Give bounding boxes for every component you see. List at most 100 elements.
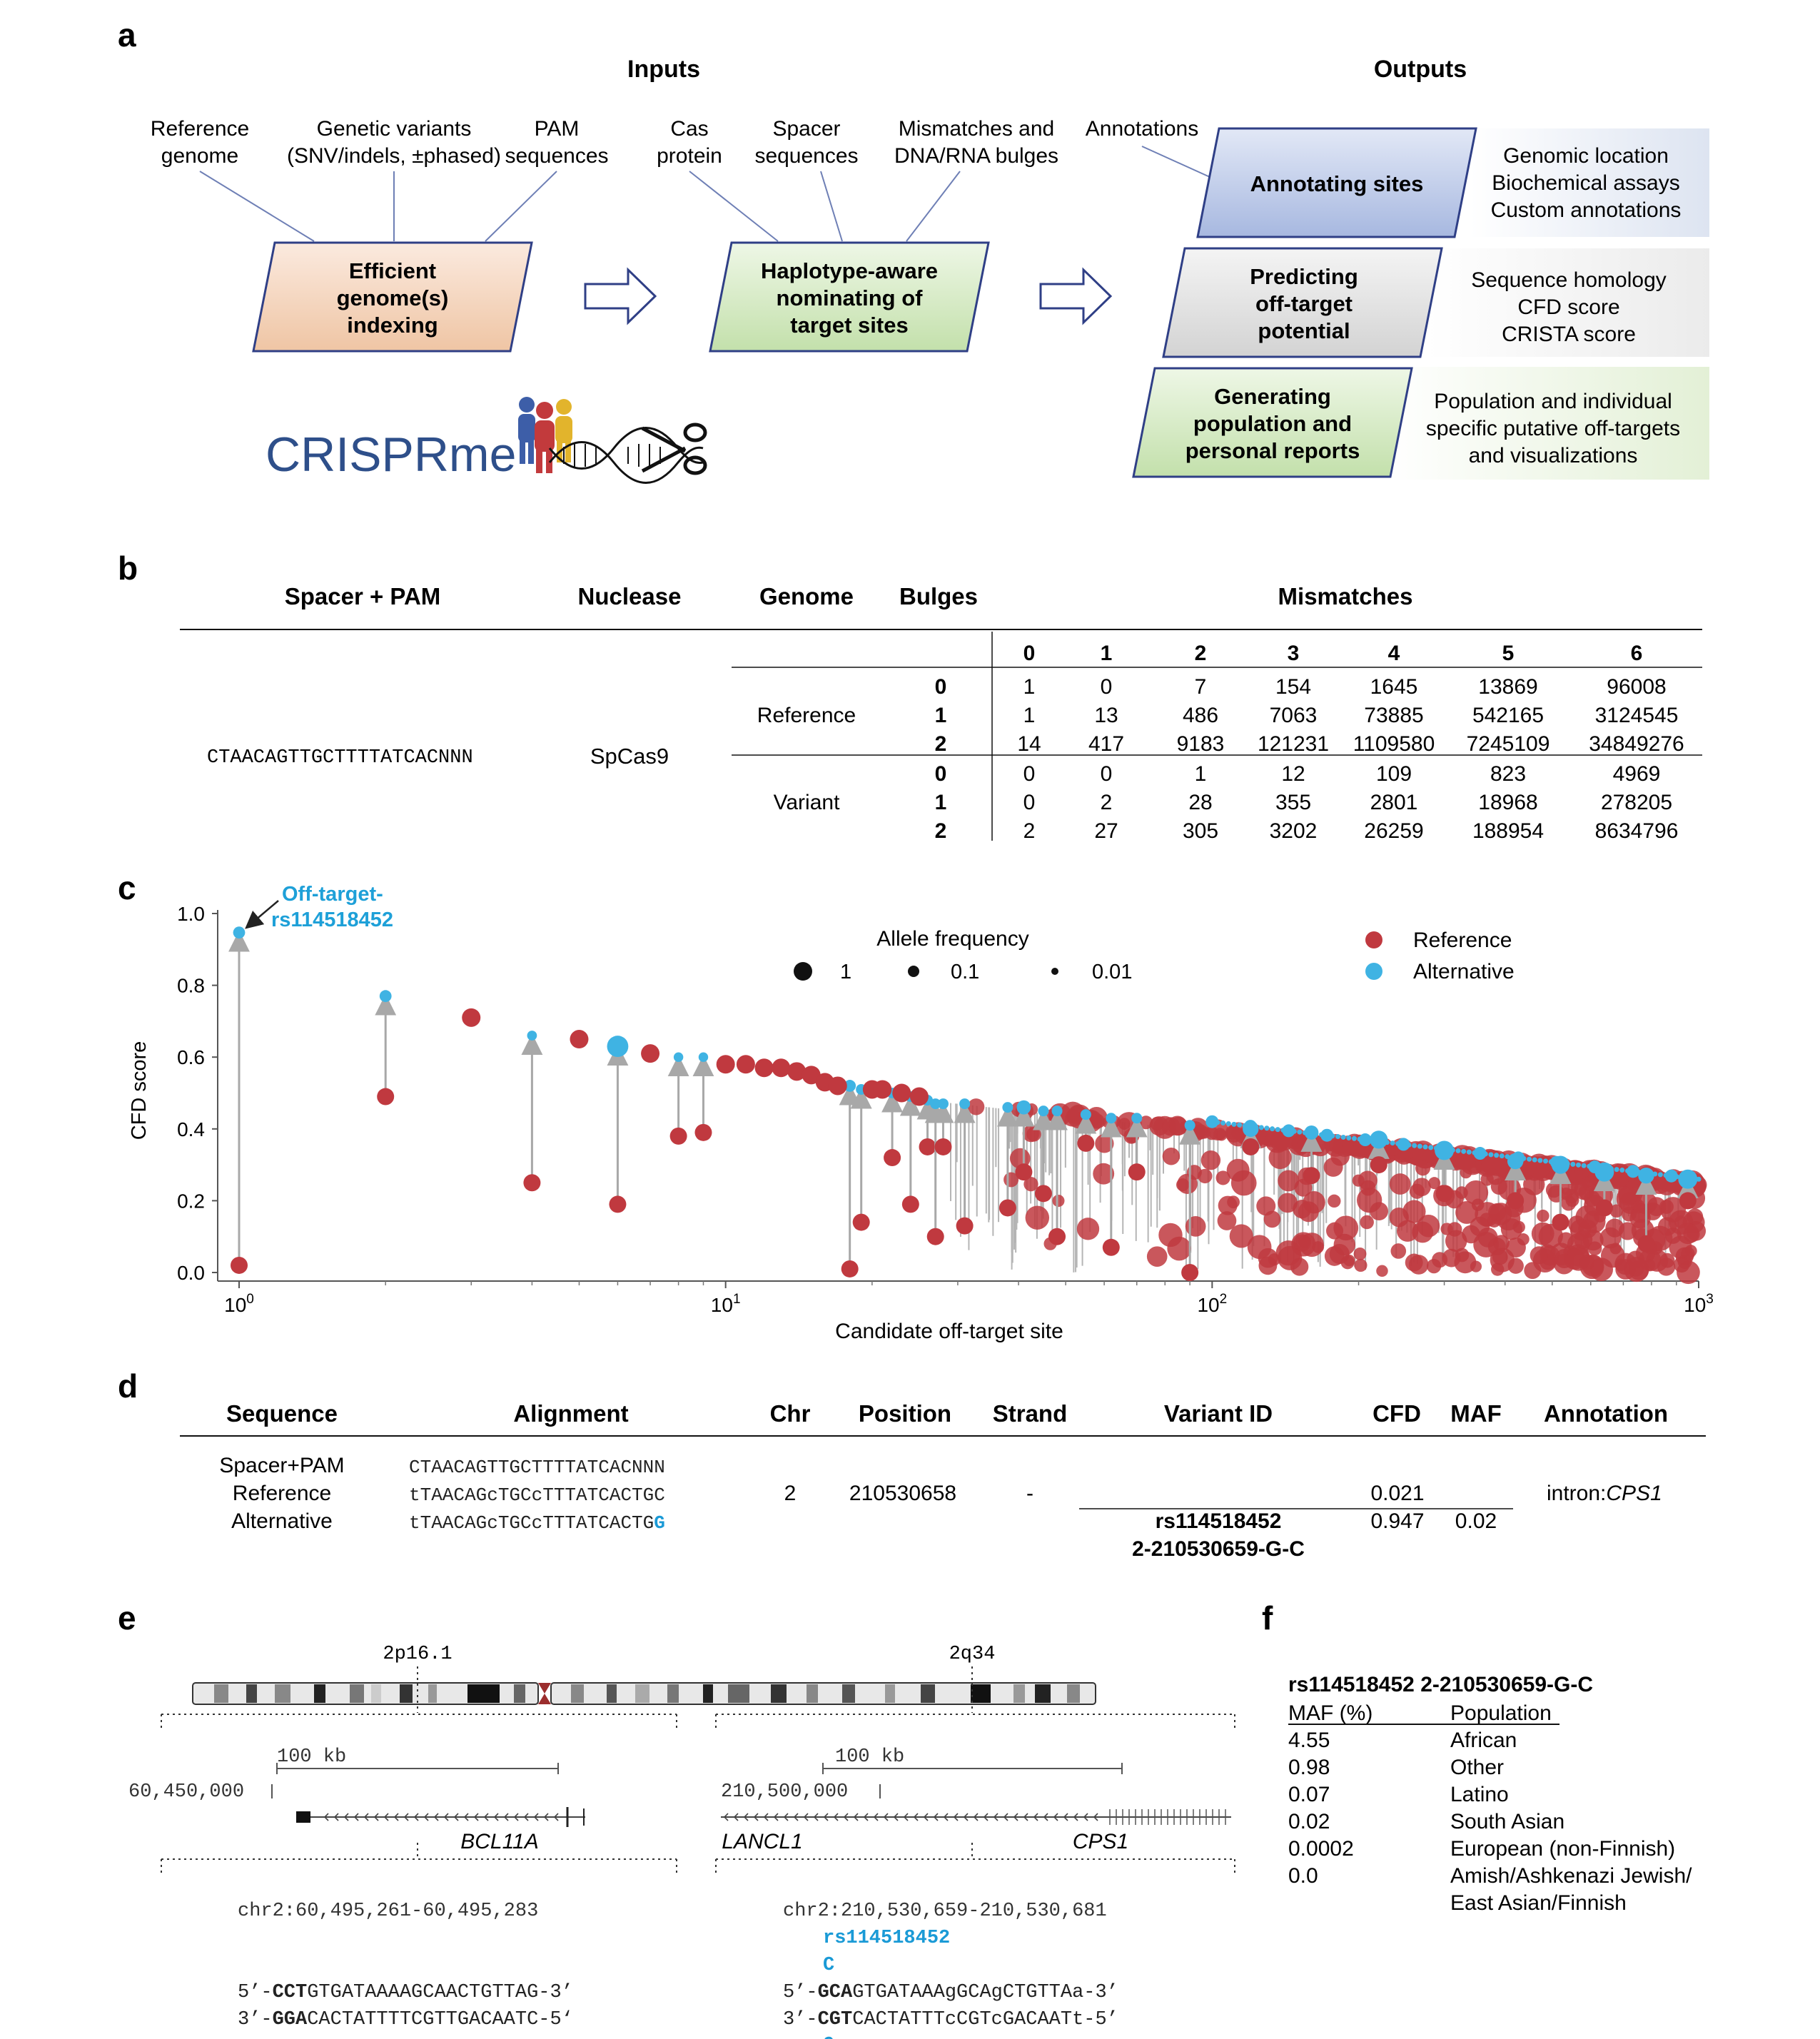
reference-point bbox=[1470, 1260, 1482, 1273]
reference-point bbox=[1215, 1170, 1230, 1185]
alternative-point bbox=[1080, 1109, 1091, 1120]
alternative-point bbox=[1435, 1140, 1455, 1160]
b-mismatch-col-header: 4 bbox=[1388, 642, 1400, 665]
d-chr-value: 2 bbox=[784, 1482, 797, 1505]
panel-letter-e: e bbox=[118, 1599, 136, 1636]
f-population-value: African bbox=[1450, 1729, 1517, 1752]
reference-point bbox=[1587, 1241, 1602, 1256]
chromosome-2-ideogram bbox=[192, 1682, 1096, 1705]
e-band-right: 2q34 bbox=[949, 1644, 996, 1665]
d-alignment-row-segment: CTAACAGTTGCTTTTATCACNNN bbox=[409, 1457, 665, 1478]
alternative-point bbox=[1570, 1161, 1576, 1167]
f-col-pop: Population bbox=[1450, 1701, 1552, 1725]
reference-point bbox=[787, 1062, 807, 1081]
e-gene-cps1: CPS1 bbox=[1073, 1830, 1128, 1853]
reference-point bbox=[570, 1030, 589, 1049]
alternative-point bbox=[1678, 1169, 1698, 1189]
e-band-left: 2p16.1 bbox=[383, 1644, 452, 1665]
d-variant-hgvs: 2-210530659-G-C bbox=[1132, 1537, 1305, 1561]
box-indexing-line3: indexing bbox=[347, 313, 438, 338]
reference-point bbox=[1463, 1180, 1489, 1205]
b-mismatch-col-header: 6 bbox=[1631, 642, 1643, 665]
reference-point bbox=[1323, 1157, 1343, 1177]
reference-point bbox=[1618, 1185, 1638, 1206]
reference-point bbox=[1181, 1264, 1199, 1281]
reference-point bbox=[873, 1080, 892, 1099]
b-cell-value: 7063 bbox=[1270, 704, 1318, 727]
reference-point bbox=[1370, 1202, 1389, 1221]
chart-ylabel: CFD score bbox=[128, 1041, 151, 1140]
reference-point bbox=[1338, 1137, 1354, 1153]
reference-point bbox=[1481, 1154, 1502, 1175]
f-maf-value: 0.07 bbox=[1288, 1783, 1330, 1806]
b-cell-value: 0 bbox=[1023, 762, 1036, 786]
alternative-point bbox=[1537, 1158, 1543, 1163]
e-right-sequence-bottom-segment: 3’- bbox=[783, 2009, 818, 2030]
d-header-alignment: Alignment bbox=[513, 1400, 628, 1427]
b-cell-value: 26259 bbox=[1364, 819, 1423, 843]
panel-e: e 2p16.1 2q34 100 bbox=[118, 1599, 1235, 2039]
panel-letter-b: b bbox=[118, 550, 138, 587]
panel-c: c 0.0 0.2 0.4 0.6 0.8 1.0 100 101 102 103 CFD sco… bbox=[118, 869, 1714, 1343]
reference-point bbox=[1455, 1200, 1479, 1224]
e-snp-bottom-allele: G bbox=[823, 2035, 834, 2039]
alternative-point bbox=[1619, 1168, 1625, 1173]
variant-pairs bbox=[228, 926, 1699, 1281]
alternative-point bbox=[1507, 1153, 1524, 1170]
b-cell-value: 2 bbox=[1023, 819, 1036, 843]
reference-point bbox=[1432, 1252, 1448, 1268]
y-tick-label: 1.0 bbox=[177, 903, 205, 925]
b-nuclease-value: SpCas9 bbox=[590, 744, 669, 769]
box-predicting-offtarget bbox=[1162, 247, 1443, 358]
b-cell-value: 355 bbox=[1275, 791, 1311, 814]
reference-point bbox=[1545, 1182, 1562, 1198]
d-alignment-row: tTAACAGcTGCcTTTATCACTGC bbox=[409, 1484, 665, 1506]
box-predicting-line3: potential bbox=[1258, 318, 1350, 343]
reference-point bbox=[1387, 1143, 1400, 1156]
b-cell-value: 542165 bbox=[1472, 704, 1544, 727]
reference-point bbox=[852, 1213, 870, 1231]
alternative-point bbox=[1225, 1120, 1231, 1126]
legend-size-label: 0.1 bbox=[951, 961, 979, 983]
b-cell-value: 1109580 bbox=[1353, 732, 1435, 756]
reference-point bbox=[1654, 1175, 1669, 1190]
legend-color-label: Reference bbox=[1413, 929, 1512, 952]
reference-point bbox=[1456, 1152, 1475, 1171]
input-mismatch-1: Mismatches and bbox=[899, 117, 1054, 141]
box-predicting-line2: off-target bbox=[1255, 291, 1353, 316]
d-header-position: Position bbox=[859, 1400, 951, 1427]
d-cfd-reference: 0.021 bbox=[1370, 1482, 1424, 1505]
e-left-sequence-top: 5’-CCTGTGATAAAAGCAACTGTTAG-3’ bbox=[238, 1982, 573, 2003]
panel-a: a Inputs Outputs Reference genome Geneti… bbox=[118, 16, 1709, 484]
reference-point bbox=[1618, 1222, 1637, 1240]
x-tick-label: 102 bbox=[1197, 1292, 1227, 1316]
reference-point bbox=[754, 1058, 774, 1078]
d-annotation-value: intron:CPS1 bbox=[1547, 1482, 1662, 1505]
reference-point bbox=[1600, 1243, 1625, 1268]
d-header-cfd: CFD bbox=[1372, 1400, 1421, 1427]
reference-point bbox=[641, 1044, 660, 1063]
reference-point bbox=[772, 1058, 791, 1078]
alternative-point bbox=[673, 1052, 684, 1062]
reference-point bbox=[1595, 1199, 1613, 1217]
b-cell-value: 4969 bbox=[1613, 762, 1661, 786]
desc-predicting-2: CFD score bbox=[1517, 295, 1619, 319]
chart-annotation-line1: Off-target- bbox=[282, 883, 383, 906]
e-left-sequence-top-segment: CCT bbox=[273, 1982, 308, 2003]
legend-color-marker bbox=[1365, 931, 1382, 948]
reference-point bbox=[1153, 1115, 1176, 1139]
reference-point bbox=[1639, 1248, 1662, 1272]
e-left-sequence-bottom-segment: GGA bbox=[273, 2009, 308, 2030]
alternative-point bbox=[1664, 1169, 1678, 1183]
e-region-right: chr2:210,530,659-210,530,681 bbox=[783, 1901, 1107, 1922]
b-cell-value: 73885 bbox=[1364, 704, 1423, 727]
box-nominating-line2: nominating of bbox=[777, 285, 924, 310]
arrow-right-2 bbox=[1039, 267, 1113, 325]
desc-annotating-3: Custom annotations bbox=[1491, 198, 1682, 222]
d-alignment-row-segment: tTAACAGcTGCcTTTATCACTGC bbox=[409, 1484, 665, 1506]
input-variants-1: Genetic variants bbox=[317, 117, 472, 141]
alternative-point bbox=[527, 1031, 537, 1041]
alternative-point bbox=[1422, 1144, 1428, 1150]
b-cell-value: 2801 bbox=[1370, 791, 1418, 814]
reference-point bbox=[909, 1087, 929, 1106]
